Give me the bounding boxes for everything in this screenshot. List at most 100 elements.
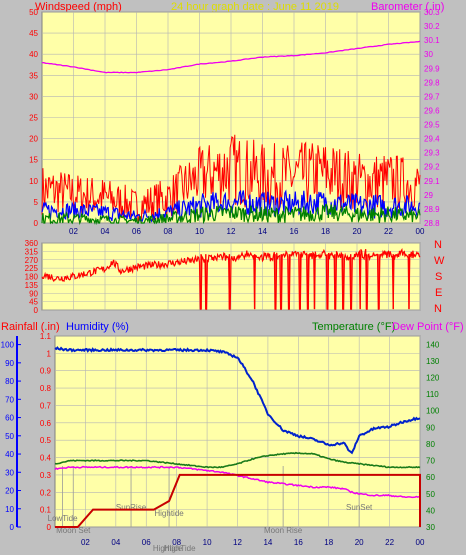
wind-y-tick-label: 15 <box>29 156 38 165</box>
direction-label-n-top: N <box>434 239 442 251</box>
direction-y-tick-label: 135 <box>25 281 39 290</box>
wind-x-tick-label: 08 <box>164 227 173 236</box>
direction-y-tick-label: 360 <box>25 239 39 248</box>
wind-y-tick-label: 10 <box>29 177 38 186</box>
rain-grid <box>55 335 421 528</box>
barometer-y-tick-label: 28.9 <box>424 205 440 214</box>
direction-y-tick-label: 45 <box>29 298 38 307</box>
rain-x-tick-label: 14 <box>263 538 272 547</box>
barometer-y-tick-label: 29.3 <box>424 149 440 158</box>
wind-y-tick-label: 20 <box>29 135 38 144</box>
rain-y-tick-label: 0.9 <box>40 367 52 376</box>
temperature-y-tick-label: 100 <box>426 407 440 416</box>
event-annotation-label: Moon Rise <box>264 526 303 535</box>
rain-y-tick-label: 0.7 <box>40 401 52 410</box>
event-annotation-label: LowTide <box>48 514 78 523</box>
temperature-y-tick-label: 40 <box>426 506 435 515</box>
wind-x-tick-label: 20 <box>353 227 362 236</box>
direction-label-s: S <box>435 271 442 283</box>
barometer-y-tick-label: 29.8 <box>424 78 440 87</box>
temperature-y-tick-label: 110 <box>426 390 439 399</box>
wind-y-tick-label: 50 <box>29 8 38 17</box>
wind-x-tick-label: 14 <box>258 227 267 236</box>
wind-y-tick-label: 25 <box>29 114 38 123</box>
barometer-y-tick-label: 29.7 <box>424 92 440 101</box>
wind-direction-line <box>41 247 421 310</box>
rain-y-tick-label: 1 <box>47 349 52 358</box>
wind-barometer-panel: 0 5 10 15 20 25 30 35 40 45 50 28.8 28.9 29 29.1 29.2 29… <box>29 8 440 236</box>
direction-y-tick-label: 90 <box>29 289 38 298</box>
wind-x-tick-label: 22 <box>384 227 393 236</box>
event-annotation-label: SunRise <box>116 503 147 512</box>
rain-y-tick-label: 0.8 <box>40 384 52 393</box>
temperature-y-tick-label: 60 <box>426 473 435 482</box>
wind-y-tick-label: 45 <box>29 29 38 38</box>
wind-x-tick-label: 12 <box>227 227 236 236</box>
event-annotation-label: Moon Set <box>56 526 91 535</box>
wind-x-tick-label: 04 <box>101 227 110 236</box>
wind-y-tick-label: 0 <box>34 219 39 228</box>
rain-y-tick-label: 0 <box>47 523 52 532</box>
wind-y-tick-label: 30 <box>29 92 38 101</box>
rainfall-line <box>55 473 421 528</box>
barometer-y-tick-label: 28.8 <box>424 219 440 228</box>
humidity-axis-title: Humidity (%) <box>66 321 129 333</box>
rain-x-tick-label: 22 <box>385 538 394 547</box>
rain-y-tick-label: 0.5 <box>40 436 52 445</box>
humidity-y-tick-label: 20 <box>5 487 14 496</box>
humidity-y-tick-label: 80 <box>5 377 14 386</box>
barometer-line <box>41 40 421 74</box>
barometer-axis-title: Barometer (.in) <box>371 1 444 13</box>
direction-label-e: E <box>435 287 442 299</box>
barometer-y-tick-label: 29.2 <box>424 163 440 172</box>
humidity-line <box>54 346 421 455</box>
direction-y-tick-label: 180 <box>25 273 39 282</box>
humidity-y-tick-label: 10 <box>5 505 14 514</box>
wind-x-tick-label: 16 <box>290 227 299 236</box>
temperature-y-tick-label: 80 <box>426 440 435 449</box>
dewpoint-axis-title: Dew Point (°F) <box>392 321 464 333</box>
barometer-y-tick-label: 29 <box>424 191 433 200</box>
rain-x-tick-label: 16 <box>294 538 303 547</box>
wind-y-tick-label: 5 <box>34 198 39 207</box>
humidity-y-tick-label: 0 <box>10 523 15 532</box>
wind-x-tick-label: 02 <box>69 227 78 236</box>
barometer-y-tick-label: 30.2 <box>424 22 440 31</box>
rain-x-tick-label: 02 <box>81 538 90 547</box>
direction-series <box>41 247 421 310</box>
rain-x-tick-label: 08 <box>172 538 181 547</box>
temperature-y-tick-label: 140 <box>426 340 440 349</box>
barometer-y-tick-label: 29.1 <box>424 177 440 186</box>
wind-axis-ticks: 0 5 10 15 20 25 30 35 40 45 50 28.8 28.9 29 29.1 29.2 29… <box>29 8 440 236</box>
humidity-y-tick-label: 30 <box>5 468 14 477</box>
wind-y-tick-label: 35 <box>29 71 38 80</box>
humidity-y-tick-label: 40 <box>5 450 14 459</box>
rain-series <box>54 346 421 528</box>
barometer-y-tick-label: 29.4 <box>424 135 440 144</box>
graph-date-title: 24 hour graph date : June 11 2019 <box>171 1 339 13</box>
humidity-y-tick-label: 50 <box>5 432 14 441</box>
astronomy-events: LowTide Moon Set SunRise Hightide Moon Rise S… <box>48 466 373 553</box>
low-wind-line <box>41 203 421 226</box>
rain-humidity-temp-panel: LowTide Moon Set SunRise Hightide Moon Rise S… <box>1 332 440 553</box>
barometer-y-tick-label: 29.5 <box>424 121 440 130</box>
rainfall-axis-title: Rainfall (.in) <box>1 321 60 333</box>
humidity-y-tick-label: 90 <box>5 359 14 368</box>
wind-axis-title: Windspeed (mph) <box>35 1 122 13</box>
rain-y-tick-label: 0.4 <box>40 454 52 463</box>
temperature-y-tick-label: 50 <box>426 490 435 499</box>
temperature-y-tick-label: 120 <box>426 374 440 383</box>
rain-y-tick-label: 1.1 <box>40 332 52 341</box>
temperature-y-tick-label: 70 <box>426 457 435 466</box>
rain-x-tick-label: 20 <box>355 538 364 547</box>
rain-x-tick-label: 10 <box>203 538 212 547</box>
direction-y-tick-label: 315 <box>25 247 39 256</box>
bottom-event-label: HighTide <box>164 544 196 553</box>
wind-y-tick-label: 40 <box>29 50 38 59</box>
temperature-line <box>54 451 421 469</box>
humidity-y-tick-label: 70 <box>5 395 14 404</box>
rain-x-tick-label: 04 <box>111 538 120 547</box>
direction-y-tick-label: 0 <box>34 306 39 315</box>
rain-y-tick-label: 0.3 <box>40 471 52 480</box>
